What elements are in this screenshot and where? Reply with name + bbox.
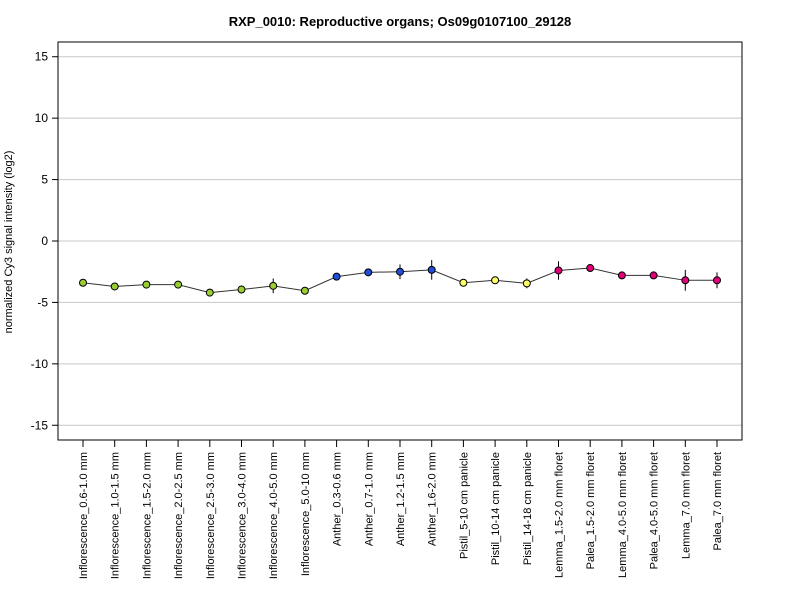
y-tick-label: -15 <box>31 418 49 432</box>
y-tick-label: -5 <box>37 295 48 309</box>
data-point <box>332 272 341 281</box>
x-tick-label: Inflorescence_3.0-4.0 mm <box>237 452 249 579</box>
chart-title: RXP_0010: Reproductive organs; Os09g0107… <box>229 14 572 29</box>
x-tick-label: Lemma_7.0 mm floret <box>680 452 692 559</box>
data-point <box>713 276 721 285</box>
data-point <box>427 265 436 274</box>
x-tick-label: Inflorescence_2.5-3.0 mm <box>205 452 217 579</box>
data-point <box>174 280 183 289</box>
data-point <box>237 285 246 294</box>
y-tick-label: 5 <box>41 173 48 187</box>
data-point <box>300 286 309 295</box>
data-point <box>110 282 119 291</box>
x-tick-label: Inflorescence_5.0-10 mm <box>300 452 312 576</box>
x-tick-label: Pistil_5-10 cm panicle <box>458 452 470 559</box>
x-tick-label: Inflorescence_4.0-5.0 mm <box>268 452 280 579</box>
x-tick-label: Inflorescence_2.0-2.5 mm <box>173 452 185 579</box>
x-tick-label: Lemma_4.0-5.0 mm floret <box>617 452 629 578</box>
x-tick-label: Palea_4.0-5.0 mm floret <box>649 452 661 569</box>
x-tick-label: Lemma_1.5-2.0 mm floret <box>554 452 566 578</box>
data-point <box>681 276 690 285</box>
data-point <box>396 267 404 276</box>
x-tick-label: Anther_1.2-1.5 mm <box>395 452 407 546</box>
x-axis: Inflorescence_0.6-1.0 mm Inflorescence_1.… <box>78 440 724 579</box>
x-tick-label: Inflorescence_1.5-2.0 mm <box>141 452 153 579</box>
data-point <box>79 278 87 287</box>
x-tick-label: Inflorescence_1.0-1.5 mm <box>110 452 122 579</box>
x-tick-label: Inflorescence_0.6-1.0 mm <box>78 452 90 579</box>
data-point <box>142 280 151 289</box>
data-point <box>649 271 658 280</box>
data-point <box>205 288 214 297</box>
series-group <box>79 260 721 297</box>
data-point <box>586 264 595 273</box>
data-point <box>522 279 531 288</box>
data-point <box>554 266 563 275</box>
y-axis: -15 -10 -5 0 5 10 15 <box>31 50 58 432</box>
x-tick-label: Anther_1.6-2.0 mm <box>427 452 439 546</box>
x-tick-label: Anther_0.7-1.0 mm <box>363 452 375 546</box>
x-tick-label: Pistil_14-18 cm panicle <box>522 452 534 565</box>
y-tick-label: 10 <box>35 111 49 125</box>
y-tick-label: 15 <box>35 50 49 64</box>
x-tick-label: Palea_7.0 mm floret <box>712 452 724 550</box>
x-tick-label: Anther_0.3-0.6 mm <box>332 452 344 546</box>
y-axis-label: normalized Cy3 signal intensity (log2) <box>3 151 15 334</box>
data-point <box>617 271 626 280</box>
grid-lines <box>58 56 742 426</box>
y-tick-label: 0 <box>41 234 48 248</box>
x-tick-label: Palea_1.5-2.0 mm floret <box>585 452 597 569</box>
data-point <box>364 268 373 277</box>
y-tick-label: -10 <box>31 357 49 371</box>
data-point <box>269 281 278 290</box>
data-point <box>459 278 468 287</box>
data-point <box>491 276 500 285</box>
x-tick-label: Pistil_10-14 cm panicle <box>490 452 502 565</box>
